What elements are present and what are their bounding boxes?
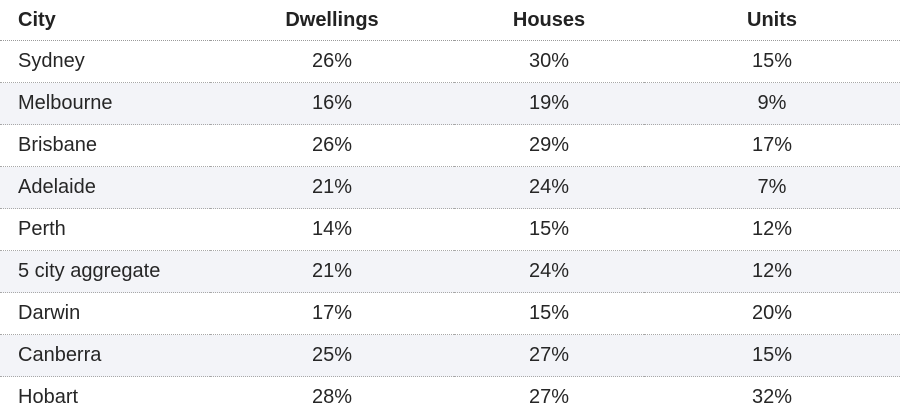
table-row: Perth 14% 15% 12%: [0, 209, 900, 251]
cell-units: 20%: [644, 293, 900, 335]
cell-houses: 24%: [454, 251, 644, 293]
cell-city: Darwin: [0, 293, 210, 335]
cell-houses: 15%: [454, 209, 644, 251]
table-row: Adelaide 21% 24% 7%: [0, 167, 900, 209]
cell-city: Brisbane: [0, 125, 210, 167]
cell-units: 12%: [644, 251, 900, 293]
cell-houses: 29%: [454, 125, 644, 167]
cell-units: 32%: [644, 377, 900, 418]
table-row: Canberra 25% 27% 15%: [0, 335, 900, 377]
cell-houses: 24%: [454, 167, 644, 209]
cell-city: Adelaide: [0, 167, 210, 209]
cell-dwellings: 26%: [210, 125, 454, 167]
cell-city: Canberra: [0, 335, 210, 377]
cell-units: 9%: [644, 83, 900, 125]
column-header-city: City: [0, 0, 210, 41]
cell-dwellings: 17%: [210, 293, 454, 335]
cell-city: Perth: [0, 209, 210, 251]
table-row: Darwin 17% 15% 20%: [0, 293, 900, 335]
cell-units: 17%: [644, 125, 900, 167]
cell-units: 7%: [644, 167, 900, 209]
cell-houses: 15%: [454, 293, 644, 335]
cell-units: 12%: [644, 209, 900, 251]
cell-units: 15%: [644, 335, 900, 377]
table-row: Melbourne 16% 19% 9%: [0, 83, 900, 125]
table-row: Sydney 26% 30% 15%: [0, 41, 900, 83]
cell-city: Melbourne: [0, 83, 210, 125]
cell-houses: 19%: [454, 83, 644, 125]
cell-houses: 30%: [454, 41, 644, 83]
cell-dwellings: 21%: [210, 251, 454, 293]
cell-dwellings: 25%: [210, 335, 454, 377]
cell-houses: 27%: [454, 335, 644, 377]
cell-dwellings: 14%: [210, 209, 454, 251]
table-row: Hobart 28% 27% 32%: [0, 377, 900, 418]
column-header-houses: Houses: [454, 0, 644, 41]
cell-dwellings: 16%: [210, 83, 454, 125]
cell-city: 5 city aggregate: [0, 251, 210, 293]
table-row: 5 city aggregate 21% 24% 12%: [0, 251, 900, 293]
cell-city: Hobart: [0, 377, 210, 418]
column-header-dwellings: Dwellings: [210, 0, 454, 41]
header-row: City Dwellings Houses Units: [0, 0, 900, 41]
table-header: City Dwellings Houses Units: [0, 0, 900, 41]
cell-city: Sydney: [0, 41, 210, 83]
cell-houses: 27%: [454, 377, 644, 418]
cell-units: 15%: [644, 41, 900, 83]
cell-dwellings: 28%: [210, 377, 454, 418]
table-row: Brisbane 26% 29% 17%: [0, 125, 900, 167]
cell-dwellings: 21%: [210, 167, 454, 209]
table-body: Sydney 26% 30% 15% Melbourne 16% 19% 9% …: [0, 41, 900, 418]
cell-dwellings: 26%: [210, 41, 454, 83]
column-header-units: Units: [644, 0, 900, 41]
